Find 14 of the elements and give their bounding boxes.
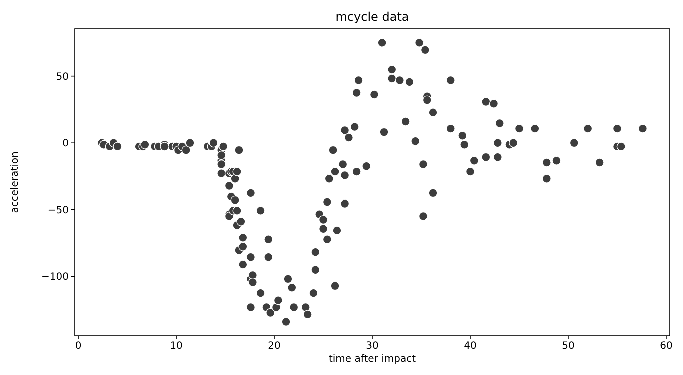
x-tick-label: 10: [170, 341, 183, 352]
y-tick-label: −100: [42, 272, 69, 284]
x-tick-label: 60: [660, 341, 673, 352]
x-axis-title: time after impact: [328, 354, 416, 365]
y-axis-title: acceleration: [10, 152, 21, 214]
y-tick-label: −50: [48, 205, 69, 216]
y-tick-label: 50: [56, 72, 69, 83]
x-tick-label: 20: [268, 341, 281, 352]
x-tick-label: 40: [464, 341, 477, 352]
x-tick-label: 30: [366, 341, 379, 352]
x-tick-label: 0: [75, 341, 82, 352]
chart-title: mcycle data: [336, 10, 410, 24]
x-tick-label: 50: [562, 341, 575, 352]
y-tick-label: 0: [62, 138, 69, 150]
